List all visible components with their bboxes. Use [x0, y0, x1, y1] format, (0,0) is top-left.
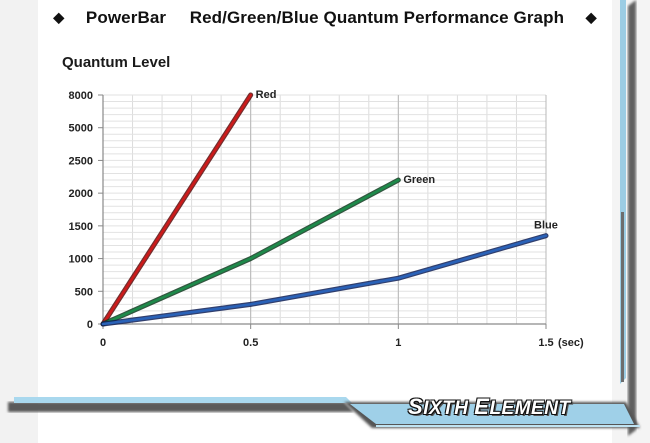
series-red-label: Red: [256, 89, 277, 101]
y-tick-label: 8000: [69, 90, 93, 102]
series-blue-line: [101, 234, 548, 326]
page-title: ◆ PowerBar Red/Green/Blue Quantum Perfor…: [40, 8, 610, 30]
y-axis-label: Quantum Level: [62, 54, 171, 71]
y-tick-label: 2000: [69, 188, 93, 200]
bottom-rail-blue: [14, 397, 352, 403]
series-red-line: [101, 93, 252, 326]
y-tick-label: 500: [75, 286, 93, 298]
y-tick-label: 5000: [69, 123, 93, 135]
x-tick-label: 1: [395, 337, 401, 349]
sixth-element-logo: SIXTH ELEMENT: [408, 394, 571, 419]
left-margin: [0, 0, 38, 443]
series-green-line: [101, 178, 400, 326]
brand-name: PowerBar: [85, 8, 167, 27]
bottom-rail-dark: [8, 402, 354, 412]
y-tick-label: 1500: [69, 221, 93, 233]
logo-plate-blue: [350, 404, 634, 424]
x-tick-label: 0: [100, 337, 106, 349]
diamond-bullet-right-icon: ◆: [585, 9, 597, 25]
y-tick-label: 1000: [69, 254, 93, 266]
right-rail-inner: [621, 212, 624, 382]
x-tick-label: 0.5: [243, 337, 258, 349]
series-blue-label: Blue: [534, 220, 558, 232]
series-green-label: Green: [403, 174, 435, 186]
diamond-bullet-left-icon: ◆: [53, 9, 65, 25]
y-tick-label: 0: [87, 319, 93, 331]
graph-title: Red/Green/Blue Quantum Performance Graph: [189, 8, 565, 27]
x-tick-label: 1.5: [538, 337, 553, 349]
right-rail-dark: [628, 0, 636, 436]
y-tick-label: 2500: [69, 155, 93, 167]
x-axis-unit-label: (sec): [558, 337, 584, 349]
